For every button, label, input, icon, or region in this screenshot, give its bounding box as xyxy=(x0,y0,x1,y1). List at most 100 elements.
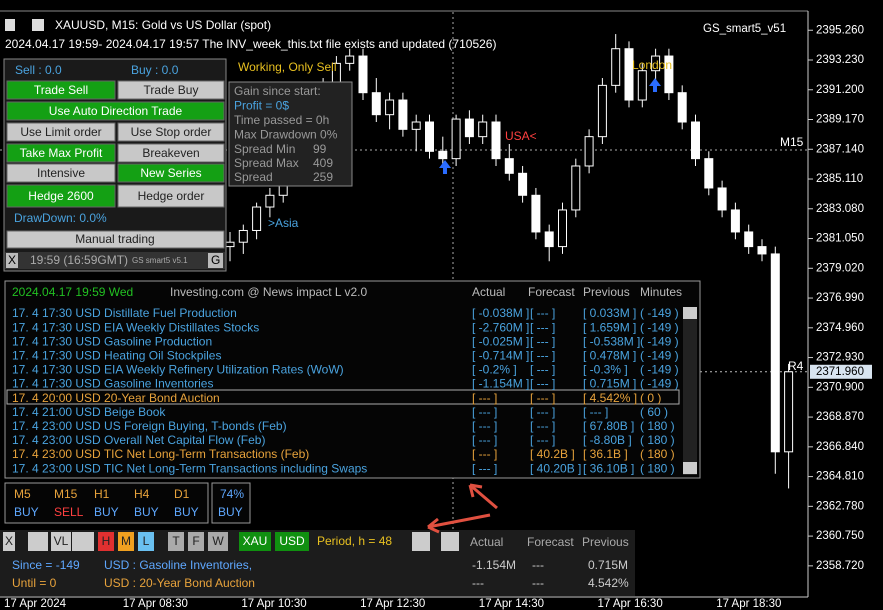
current-price-label: 2371.960 xyxy=(816,366,864,378)
timeframe-signal: BUY xyxy=(14,505,39,519)
panel-button[interactable] xyxy=(6,101,225,121)
panel-button-label[interactable]: Use Stop order xyxy=(131,125,212,139)
y-tick-label: 2362.780 xyxy=(816,500,864,512)
news-previous: [ 36.1B ] xyxy=(583,447,628,461)
panel-button-label[interactable]: Use Limit order xyxy=(20,125,101,139)
bar-button-label[interactable]: X xyxy=(5,534,13,548)
g-box[interactable] xyxy=(208,253,223,268)
bar-button[interactable] xyxy=(275,532,309,551)
news-minutes: ( -149 ) xyxy=(640,363,679,377)
news-row-highlight xyxy=(6,389,680,405)
candle-body xyxy=(371,92,381,116)
candle-body xyxy=(677,92,687,123)
panel-button[interactable] xyxy=(117,80,225,100)
overlay: 2395.260 2393.230 2391.200 2389.170 2387.140… xyxy=(0,18,872,610)
panel-button-label[interactable]: Breakeven xyxy=(142,146,199,160)
panel-button[interactable] xyxy=(117,143,225,163)
news-forecast: [ 40.20B ] xyxy=(530,461,581,475)
news-minutes: ( -149 ) xyxy=(640,320,679,334)
panel-button-label[interactable]: Intensive xyxy=(37,166,85,180)
bar-button-label[interactable]: USD xyxy=(279,534,305,548)
news-actual: [ -2.760M ] xyxy=(472,320,529,334)
g-label[interactable]: G xyxy=(211,253,220,267)
panel-button[interactable] xyxy=(117,163,225,183)
panel-button[interactable] xyxy=(6,163,116,183)
news-previous: [ -8.80B ] xyxy=(583,433,632,447)
panel-button-label[interactable]: Trade Sell xyxy=(34,83,88,97)
indicator-name: GS_smart5_v51 xyxy=(703,23,786,35)
icon-button[interactable] xyxy=(72,532,94,551)
news-event: 17. 4 23:00 USD TIC Net Long-Term Transa… xyxy=(12,447,309,461)
bar-button-label[interactable]: F xyxy=(192,534,199,548)
scroll-down[interactable] xyxy=(683,462,697,474)
news-minutes: ( 60 ) xyxy=(640,405,668,419)
news-header: Forecast xyxy=(528,285,575,299)
candle-body xyxy=(385,99,395,116)
candle-body xyxy=(504,158,514,174)
bar-button-label[interactable]: T xyxy=(172,534,180,548)
panel-button[interactable] xyxy=(6,122,116,142)
bar-button[interactable] xyxy=(138,532,154,551)
bar-button-label[interactable]: L xyxy=(143,534,150,548)
news-event: 17. 4 17:30 USD Distillate Fuel Producti… xyxy=(12,306,237,320)
candle-body xyxy=(744,231,754,248)
news-actual: [ --- ] xyxy=(472,391,497,405)
panel-button[interactable] xyxy=(6,80,116,100)
news-scrollbar xyxy=(683,307,697,475)
bar-button-label[interactable]: VL xyxy=(54,534,69,548)
bar-button[interactable] xyxy=(3,532,15,551)
icon-button[interactable] xyxy=(412,532,430,551)
panel-button-label[interactable]: Use Auto Direction Trade xyxy=(49,104,183,118)
panel-button[interactable] xyxy=(6,184,116,208)
scroll-up[interactable] xyxy=(683,307,697,319)
timeframe-signal: BUY xyxy=(94,505,119,519)
bar-button-label[interactable]: W xyxy=(212,534,224,548)
candle-body xyxy=(717,187,727,211)
timeframe: H1 xyxy=(94,487,110,501)
news-header: Minutes xyxy=(640,285,682,299)
bar-button[interactable] xyxy=(188,532,204,551)
spread-name: Spread xyxy=(234,170,273,184)
news-previous: [ 0.033M ] xyxy=(583,306,636,320)
manual-button-label[interactable]: Manual trading xyxy=(75,232,154,246)
news-previous: [ --- ] xyxy=(583,405,608,419)
timeframe: M15 xyxy=(54,487,78,501)
panel-button[interactable] xyxy=(117,122,225,142)
panel-button-label[interactable]: Hedge 2600 xyxy=(28,189,94,203)
icon-button[interactable] xyxy=(441,532,459,551)
panel-button-label[interactable]: Hedge order xyxy=(138,189,205,203)
total-signal: BUY xyxy=(218,505,243,519)
panel-button-label[interactable]: Take Max Profit xyxy=(20,146,103,160)
icon-button[interactable] xyxy=(28,532,48,551)
bar-button[interactable] xyxy=(51,532,71,551)
candle-body xyxy=(544,231,554,248)
panel-button[interactable] xyxy=(6,143,116,163)
candle-body xyxy=(597,84,607,138)
timeframe: H4 xyxy=(134,487,150,501)
bar-column: Actual xyxy=(470,535,503,549)
symbol-line: XAUUSD, M15: Gold vs US Dollar (spot) xyxy=(55,18,271,32)
panel-button-label[interactable]: New Series xyxy=(140,166,201,180)
bar-button-label[interactable]: M xyxy=(121,534,131,548)
bar-button[interactable] xyxy=(98,532,114,551)
buy-count: Buy : 0.0 xyxy=(131,63,179,77)
bar-button[interactable] xyxy=(239,532,271,551)
candle-body xyxy=(265,194,275,208)
news-previous: [ 0.715M ] xyxy=(583,377,636,391)
bar-button-label[interactable]: H xyxy=(102,534,111,548)
news-actual: [ --- ] xyxy=(472,433,497,447)
x-tick-label: 17 Apr 18:30 xyxy=(716,598,781,610)
bar-button[interactable] xyxy=(208,532,228,551)
bar-button[interactable] xyxy=(168,532,184,551)
news-actual: [ --- ] xyxy=(472,447,497,461)
panel-button-label[interactable]: Trade Buy xyxy=(144,83,199,97)
news-forecast: [ --- ] xyxy=(530,377,555,391)
close-x[interactable]: X xyxy=(8,253,16,267)
panel-button[interactable] xyxy=(117,184,225,208)
total-percent: 74% xyxy=(220,487,244,501)
manual-button[interactable] xyxy=(6,230,225,249)
bar-button-label[interactable]: XAU xyxy=(243,534,268,548)
gain-line: Profit = 0$ xyxy=(234,99,289,113)
bar-button[interactable] xyxy=(118,532,134,551)
close-box[interactable] xyxy=(6,253,18,268)
